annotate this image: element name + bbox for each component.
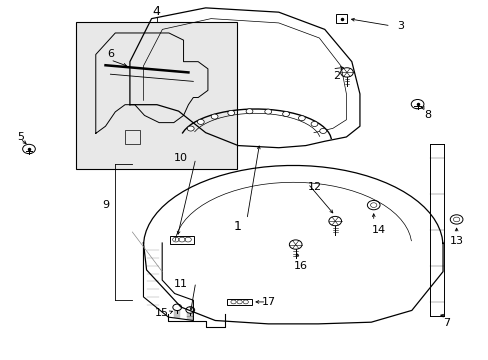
Circle shape [211, 114, 218, 119]
Text: 7: 7 [443, 319, 449, 328]
Text: 15: 15 [154, 308, 168, 318]
Text: 11: 11 [174, 279, 188, 289]
Circle shape [310, 121, 317, 126]
Text: 14: 14 [371, 225, 385, 235]
Text: 4: 4 [152, 5, 161, 18]
Bar [76, 22, 237, 169]
Circle shape [319, 129, 326, 134]
Text: 2: 2 [333, 71, 340, 81]
Text: 17: 17 [261, 297, 275, 307]
Text: 16: 16 [293, 261, 307, 271]
Text: 6: 6 [107, 49, 114, 59]
Text: 9: 9 [102, 200, 109, 210]
Bar [227, 299, 251, 305]
Text: 10: 10 [174, 153, 188, 163]
Circle shape [264, 109, 271, 114]
Text: 5: 5 [17, 132, 23, 142]
Bar [169, 236, 194, 244]
Text: 13: 13 [448, 236, 463, 246]
Text: 12: 12 [307, 182, 322, 192]
Circle shape [187, 126, 194, 131]
Circle shape [197, 120, 204, 125]
Text: 3: 3 [396, 21, 403, 31]
Bar [125, 130, 140, 144]
Circle shape [227, 111, 234, 116]
Circle shape [298, 116, 305, 121]
Circle shape [282, 112, 289, 117]
Bar [335, 14, 346, 23]
Circle shape [245, 109, 252, 114]
Text: 8: 8 [423, 111, 430, 121]
Text: 1: 1 [233, 220, 241, 233]
